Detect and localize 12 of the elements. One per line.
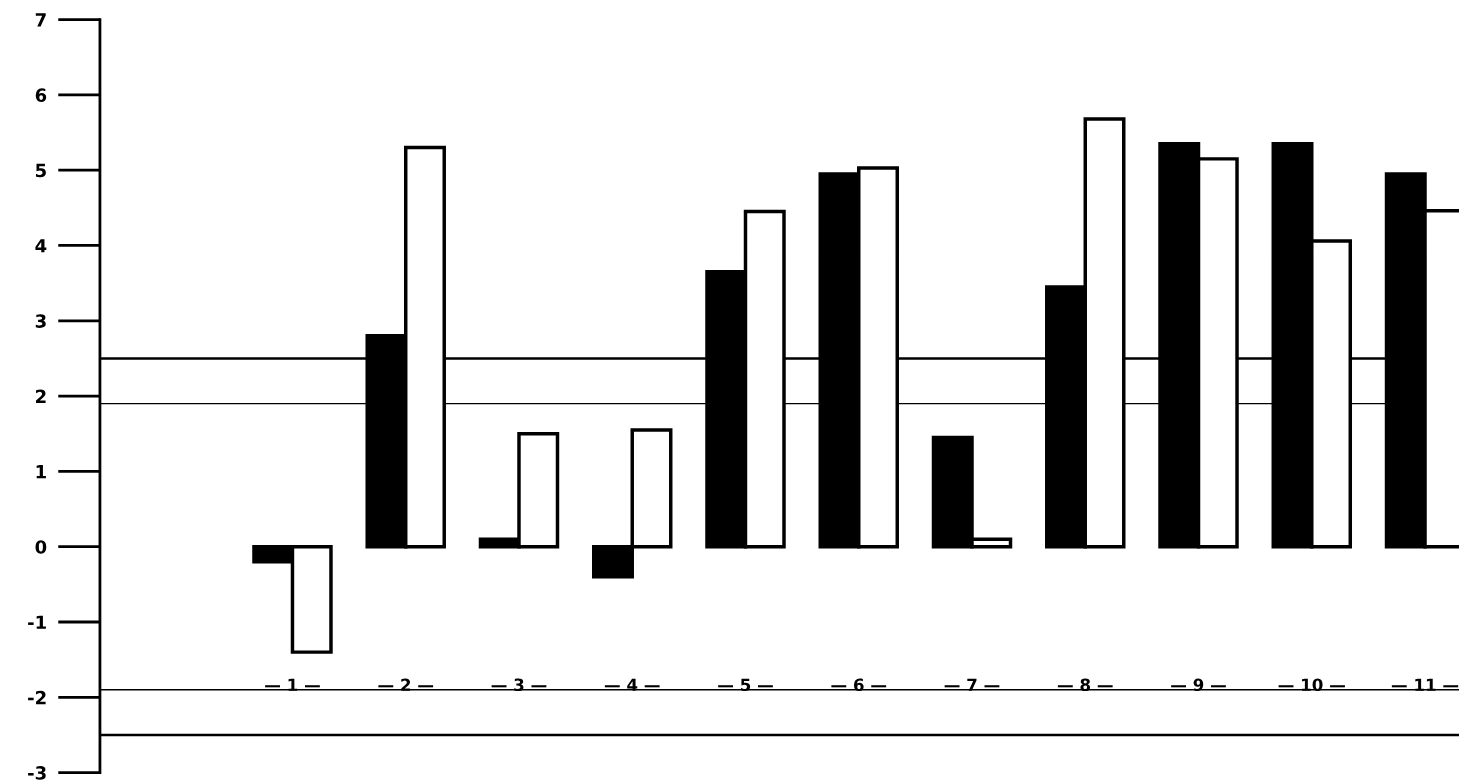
y-tick-label: 1 [36, 465, 46, 479]
y-tick-label: 0 [35, 540, 47, 554]
y-tick-label: 4 [35, 239, 47, 253]
y-tick-label: -3 [28, 766, 46, 780]
y-tick-label: -2 [28, 690, 46, 705]
y-tick-label: 7 [35, 13, 46, 27]
y-tick-label: 2 [36, 389, 46, 403]
x-tick-label: — 4 — [604, 678, 660, 691]
y-tick-label: -1 [28, 615, 46, 629]
y-tick-label: 5 [35, 163, 46, 178]
y-tick-label: 3 [35, 314, 46, 328]
y-tick-label: 6 [35, 88, 47, 102]
